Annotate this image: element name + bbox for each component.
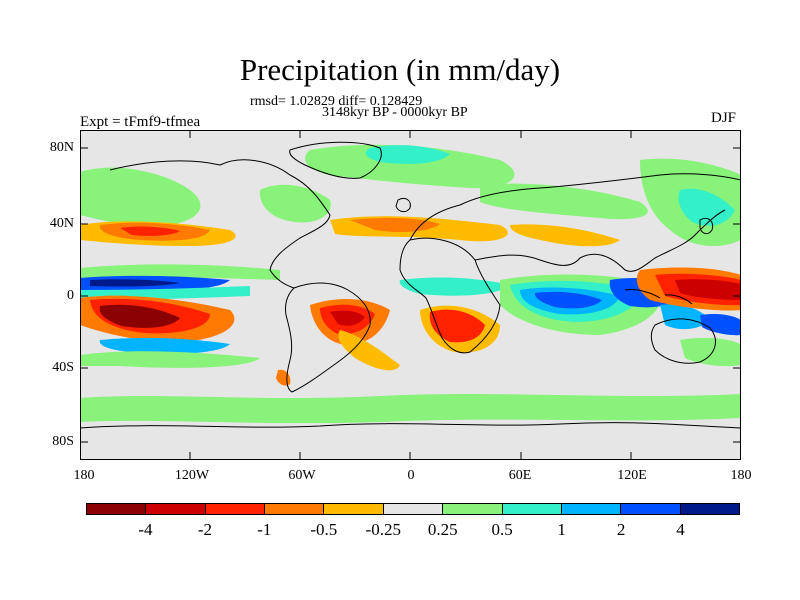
- colorbar-swatch: [621, 504, 681, 514]
- coast-eurasia: [409, 173, 741, 241]
- field-west-pacific-darkred: [675, 279, 741, 300]
- coast-eurasia-south: [474, 209, 726, 272]
- colorbar-swatch: [265, 504, 325, 514]
- field-north-pacific-green: [80, 167, 201, 227]
- field-south-pacific-darkred: [99, 304, 180, 328]
- lon-label-120e: 120E: [617, 468, 647, 483]
- lat-label-80n: 80N: [49, 140, 74, 155]
- field-north-atlantic-cyan: [365, 145, 450, 164]
- coast-japan: [699, 217, 714, 235]
- coast-south-america: [285, 282, 371, 393]
- colorbar-label: 0.5: [491, 520, 513, 539]
- lon-label-180-left: 180: [73, 468, 95, 483]
- colorbar-swatch: [443, 504, 503, 514]
- field-equatorial-atlantic-cyan: [399, 277, 510, 296]
- lat-label-0: 0: [67, 288, 74, 303]
- colorbar-swatch: [561, 504, 622, 514]
- field-eurasia-green: [480, 183, 648, 220]
- field-equatorial-darkblue: [90, 279, 180, 287]
- field-south-pacific-blue: [99, 337, 230, 354]
- lon-label-120w: 120W: [174, 468, 210, 483]
- field-indian-ocean-blue: [534, 291, 602, 309]
- coast-uk: [395, 197, 411, 213]
- field-nz-green: [680, 337, 741, 367]
- colorbar-label: -4: [138, 520, 153, 539]
- lon-label-60e: 60E: [508, 468, 532, 483]
- coast-antarctica: [80, 422, 741, 429]
- field-mideast-orange: [510, 224, 620, 247]
- colorbar-label: -2: [197, 520, 212, 539]
- field-indonesia-lightblue: [660, 304, 710, 330]
- field-south-atlantic-orange: [338, 330, 400, 371]
- lon-label-60w: 60W: [288, 468, 316, 483]
- field-east-asia-cyan: [678, 188, 735, 226]
- colorbar-swatch: [146, 504, 206, 514]
- chart-title: Precipitation (in mm/day): [239, 52, 561, 87]
- map-ticks: [80, 130, 741, 460]
- coastlines: [80, 141, 741, 429]
- period-line: 3148kyr BP - 0000kyr BP: [322, 105, 468, 120]
- experiment-label: Expt = tFmf9-tfmea: [80, 114, 201, 130]
- lat-label-40s: 40S: [52, 360, 74, 375]
- coast-australia: [650, 318, 716, 364]
- lon-label-180-right: 180: [730, 468, 752, 483]
- field-north-pacific-darkred: [120, 226, 180, 236]
- coast-indonesia: [624, 289, 693, 305]
- colorbar-swatch: [205, 504, 266, 514]
- field-north-atlantic-green: [305, 144, 515, 189]
- colorbar: [86, 503, 740, 515]
- field-south-america-darkred: [330, 310, 365, 326]
- stats-line: rmsd= 1.02829 diff= 0.128429: [250, 94, 423, 109]
- colorbar-label: -1: [257, 520, 272, 539]
- colorbar-label: -0.25: [365, 520, 401, 539]
- field-africa-red: [429, 309, 485, 343]
- colorbar-swatch: [383, 504, 444, 514]
- colorbar-label: 1: [557, 520, 566, 539]
- colorbar-swatch: [680, 504, 739, 514]
- field-south-pacific-green: [80, 351, 260, 368]
- colorbar-label: -0.5: [310, 520, 338, 539]
- colorbar-swatch: [502, 504, 562, 514]
- colorbar-swatch: [324, 504, 384, 514]
- lat-label-40n: 40N: [49, 216, 74, 231]
- field-southern-green-band: [80, 394, 741, 424]
- colorbar-swatch: [87, 504, 147, 514]
- field-pacific-blue-east: [700, 313, 741, 336]
- colorbar-label: 4: [676, 520, 685, 539]
- field-north-america-green: [259, 184, 331, 223]
- season-label: DJF: [710, 110, 736, 126]
- coast-greenland: [289, 141, 382, 179]
- coast-north-america: [109, 159, 331, 289]
- precipitation-map: [80, 130, 741, 460]
- precip-anomaly-fields: [80, 144, 741, 424]
- lon-label-0: 0: [407, 468, 415, 483]
- colorbar-label: 2: [616, 520, 626, 539]
- map-svg: [80, 130, 741, 460]
- colorbar-label: 0.25: [427, 520, 458, 539]
- lat-label-80s: 80S: [52, 434, 74, 449]
